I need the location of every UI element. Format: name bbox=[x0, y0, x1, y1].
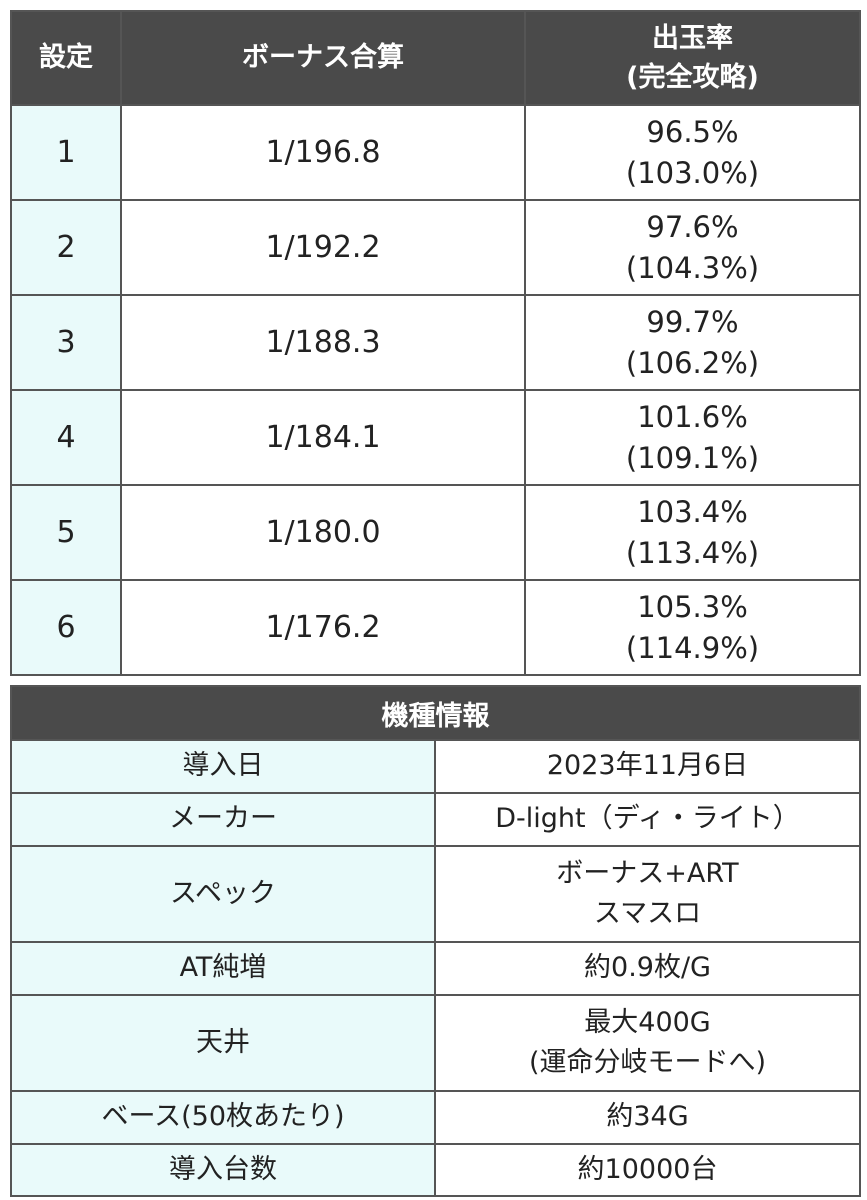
bonus-probability: 1/196.8 bbox=[120, 104, 526, 201]
info-row-units: 導入台数 約10000台 bbox=[10, 1143, 861, 1197]
info-value-cell: ボーナス+ART スマスロ bbox=[434, 845, 861, 943]
setting-value: 2 bbox=[10, 199, 122, 296]
info-row-base: ベース(50枚あたり) 約34G bbox=[10, 1090, 861, 1145]
table-row: 3 1/188.3 99.7% (106.2%) bbox=[10, 294, 861, 391]
info-value: 最大400G bbox=[584, 1006, 711, 1038]
bonus-probability: 1/176.2 bbox=[120, 579, 526, 676]
payout-rate: 103.4% bbox=[637, 494, 748, 529]
payout-rate: 96.5% bbox=[646, 114, 739, 149]
info-value-sub: (運命分岐モードへ) bbox=[528, 1047, 767, 1078]
table-row: 4 1/184.1 101.6% (109.1%) bbox=[10, 389, 861, 486]
info-label: AT純増 bbox=[10, 941, 436, 996]
info-row-maker: メーカー D-light（ディ・ライト） bbox=[10, 792, 861, 847]
setting-value: 3 bbox=[10, 294, 122, 391]
table-row: 5 1/180.0 103.4% (113.4%) bbox=[10, 484, 861, 581]
bonus-probability: 1/192.2 bbox=[120, 199, 526, 296]
info-value: 2023年11月6日 bbox=[434, 739, 861, 794]
info-label: 導入台数 bbox=[10, 1143, 436, 1197]
payout-cell: 105.3% (114.9%) bbox=[524, 579, 861, 676]
info-label: 導入日 bbox=[10, 739, 436, 794]
payout-full: (109.1%) bbox=[625, 440, 760, 475]
info-row-spec: スペック ボーナス+ART スマスロ bbox=[10, 845, 861, 943]
setting-value: 4 bbox=[10, 389, 122, 486]
setting-value: 1 bbox=[10, 104, 122, 201]
payout-full: (113.4%) bbox=[625, 535, 760, 570]
header-setting: 設定 bbox=[10, 10, 122, 106]
info-label: 天井 bbox=[10, 994, 436, 1092]
header-payout-sub: (完全攻略) bbox=[626, 62, 759, 93]
payout-rate: 99.7% bbox=[646, 304, 739, 339]
payout-cell: 101.6% (109.1%) bbox=[524, 389, 861, 486]
header-payout-label: 出玉率 bbox=[652, 22, 733, 54]
setting-value: 6 bbox=[10, 579, 122, 676]
bonus-probability: 1/184.1 bbox=[120, 389, 526, 486]
bonus-probability: 1/180.0 bbox=[120, 484, 526, 581]
payout-cell: 97.6% (104.3%) bbox=[524, 199, 861, 296]
header-bonus-total: ボーナス合算 bbox=[120, 10, 526, 106]
info-header-row: 機種情報 bbox=[10, 685, 861, 741]
header-payout-rate: 出玉率 (完全攻略) bbox=[524, 10, 861, 106]
payout-full: (114.9%) bbox=[625, 630, 760, 665]
table-row: 2 1/192.2 97.6% (104.3%) bbox=[10, 199, 861, 296]
settings-header-row: 設定 ボーナス合算 出玉率 (完全攻略) bbox=[10, 10, 861, 106]
payout-full: (106.2%) bbox=[625, 345, 760, 380]
info-row-ceiling: 天井 最大400G (運命分岐モードへ) bbox=[10, 994, 861, 1092]
payout-cell: 96.5% (103.0%) bbox=[524, 104, 861, 201]
payout-rate: 105.3% bbox=[637, 589, 748, 624]
payout-rate: 101.6% bbox=[637, 399, 748, 434]
setting-value: 5 bbox=[10, 484, 122, 581]
info-table-title: 機種情報 bbox=[10, 685, 861, 741]
info-label: スペック bbox=[10, 845, 436, 943]
machine-info-table: 機種情報 導入日 2023年11月6日 メーカー D-light（ディ・ライト）… bbox=[10, 685, 861, 1197]
info-value-sub: スマスロ bbox=[593, 898, 702, 929]
info-value: 約34G bbox=[434, 1090, 861, 1145]
settings-table: 設定 ボーナス合算 出玉率 (完全攻略) 1 1/196.8 96.5% (10… bbox=[10, 10, 861, 676]
info-row-at-net-gain: AT純増 約0.9枚/G bbox=[10, 941, 861, 996]
payout-cell: 103.4% (113.4%) bbox=[524, 484, 861, 581]
info-value: ボーナス+ART bbox=[556, 857, 739, 889]
table-row: 6 1/176.2 105.3% (114.9%) bbox=[10, 579, 861, 676]
payout-cell: 99.7% (106.2%) bbox=[524, 294, 861, 391]
info-value-cell: 最大400G (運命分岐モードへ) bbox=[434, 994, 861, 1092]
info-value: 約0.9枚/G bbox=[434, 941, 861, 996]
table-row: 1 1/196.8 96.5% (103.0%) bbox=[10, 104, 861, 201]
bonus-probability: 1/188.3 bbox=[120, 294, 526, 391]
info-label: メーカー bbox=[10, 792, 436, 847]
info-value: D-light（ディ・ライト） bbox=[434, 792, 861, 847]
payout-rate: 97.6% bbox=[646, 209, 739, 244]
payout-full: (104.3%) bbox=[625, 250, 760, 285]
info-row-install-date: 導入日 2023年11月6日 bbox=[10, 739, 861, 794]
info-value: 約10000台 bbox=[434, 1143, 861, 1197]
info-label: ベース(50枚あたり) bbox=[10, 1090, 436, 1145]
payout-full: (103.0%) bbox=[625, 155, 760, 190]
